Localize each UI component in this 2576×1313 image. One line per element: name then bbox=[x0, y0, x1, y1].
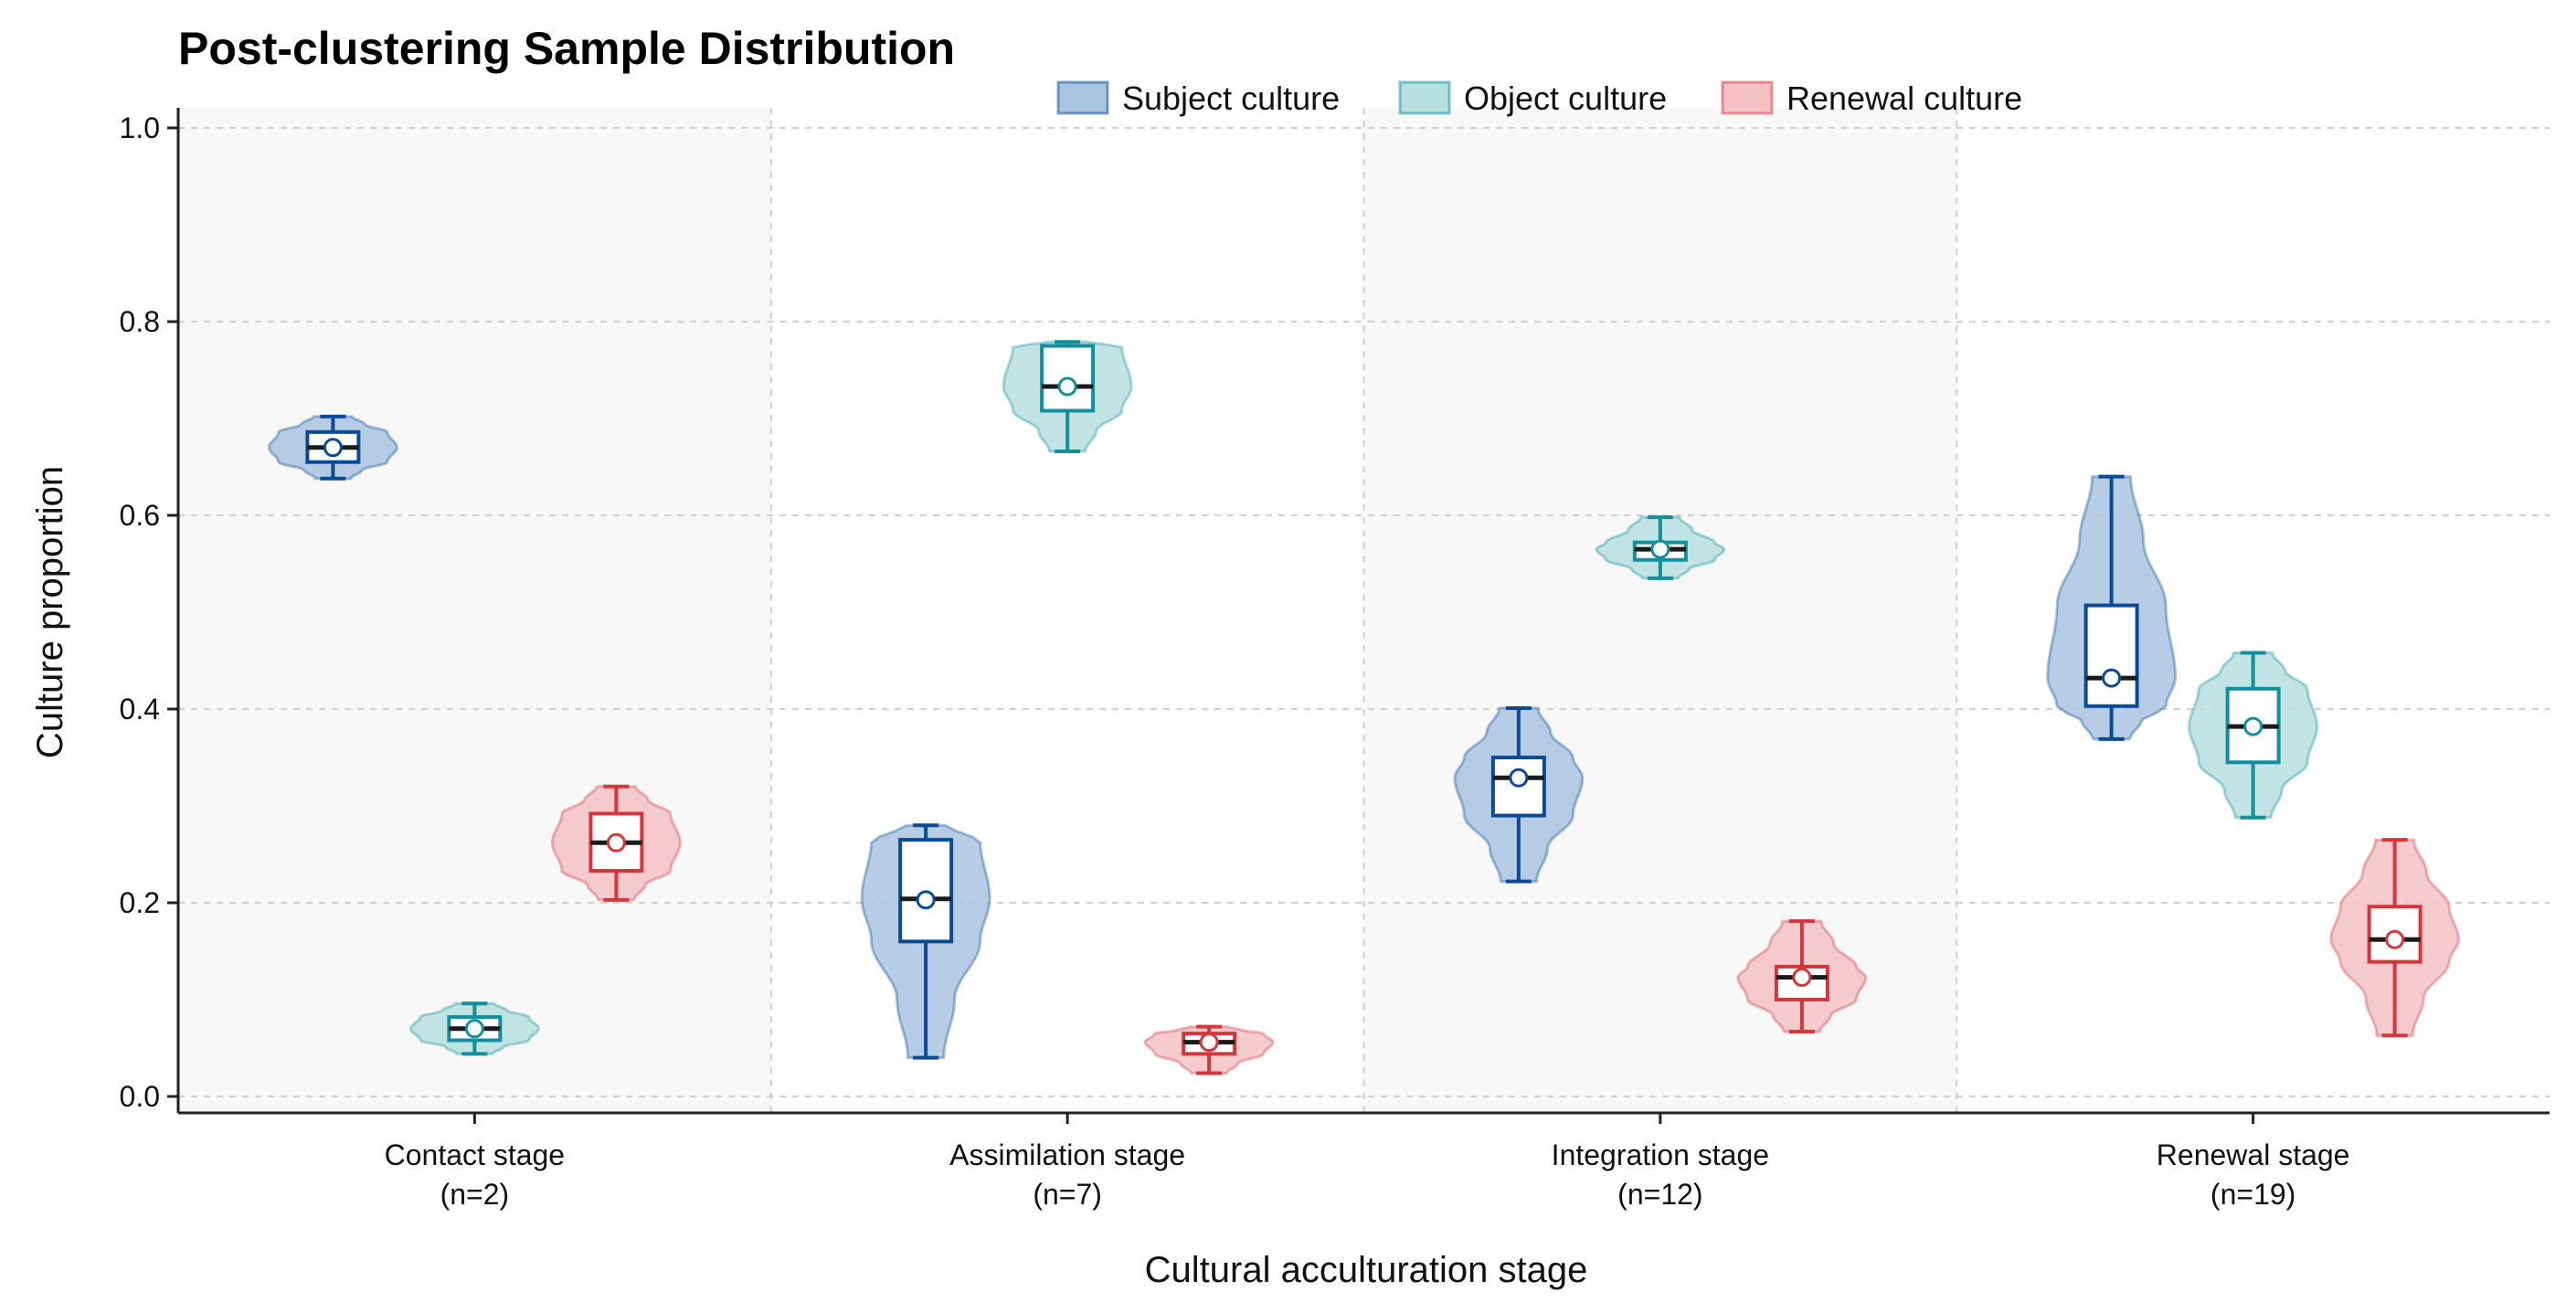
boxplot-renewal-culture bbox=[1774, 919, 1829, 1033]
boxplot-subject-culture bbox=[2083, 474, 2139, 741]
boxplot-renewal-culture bbox=[1182, 1024, 1237, 1075]
mean-marker bbox=[1057, 376, 1077, 397]
box-iqr bbox=[2083, 603, 2139, 708]
y-tick-label: 0.2 bbox=[120, 886, 160, 919]
tick-labels: 0.0 0.2 0.4 0.6 0.8 1.0 Contact stage (n=2) Assi… bbox=[120, 111, 2350, 1211]
x-tick-sample-size: (n=7) bbox=[1033, 1178, 1102, 1211]
stage-background-bands bbox=[178, 108, 1957, 1113]
chart-title: Post-clustering Sample Distribution bbox=[178, 23, 955, 74]
x-tick-sample-size: (n=12) bbox=[1617, 1178, 1702, 1211]
mean-marker bbox=[1509, 768, 1529, 788]
y-tick-label: 1.0 bbox=[120, 111, 160, 144]
x-tick-label: Integration stage bbox=[1552, 1138, 1769, 1171]
legend-swatch bbox=[1056, 80, 1109, 115]
y-tick-label: 0.4 bbox=[120, 693, 160, 725]
y-tick-label: 0.8 bbox=[120, 305, 160, 338]
axes bbox=[176, 108, 2549, 1115]
box-layer bbox=[305, 340, 2422, 1075]
mean-marker bbox=[1792, 968, 1812, 988]
boxplot-renewal-culture bbox=[2367, 838, 2422, 1038]
legend: Subject culture Object culture Renewal cul… bbox=[1056, 79, 2022, 117]
x-tick-label: Assimilation stage bbox=[949, 1138, 1185, 1171]
box-iqr bbox=[1490, 756, 1546, 818]
mean-marker bbox=[916, 890, 936, 910]
mean-marker bbox=[2385, 929, 2405, 949]
y-axis-label: Culture proportion bbox=[30, 466, 70, 758]
legend-label: Subject culture bbox=[1122, 79, 1340, 117]
legend-label: Object culture bbox=[1464, 79, 1667, 117]
boxplot-subject-culture bbox=[1490, 705, 1546, 884]
x-tick-label: Contact stage bbox=[385, 1138, 565, 1171]
y-tick-label: 0.6 bbox=[120, 499, 160, 532]
boxplot-object-culture bbox=[2225, 651, 2281, 820]
stage-band bbox=[178, 108, 771, 1113]
boxplot-renewal-culture bbox=[588, 784, 644, 902]
boxplot-subject-culture bbox=[305, 414, 361, 481]
stage-band bbox=[1363, 108, 1957, 1113]
boxplot-object-culture bbox=[447, 1001, 503, 1056]
y-tick-label: 0.0 bbox=[120, 1080, 160, 1113]
mean-marker bbox=[1650, 539, 1670, 559]
mean-marker bbox=[323, 438, 343, 458]
mean-marker bbox=[2102, 668, 2122, 688]
legend-swatch bbox=[1398, 80, 1451, 115]
boxplot-object-culture bbox=[1040, 340, 1096, 454]
mean-marker bbox=[1199, 1032, 1219, 1053]
x-axis-label: Cultural acculturation stage bbox=[1145, 1250, 1588, 1290]
boxplot-subject-culture bbox=[898, 823, 954, 1060]
x-tick-sample-size: (n=19) bbox=[2210, 1178, 2295, 1211]
legend-label: Renewal culture bbox=[1786, 79, 2022, 117]
legend-swatch bbox=[1721, 80, 1774, 115]
mean-marker bbox=[606, 832, 626, 852]
x-tick-sample-size: (n=2) bbox=[440, 1178, 510, 1211]
mean-marker bbox=[2243, 716, 2263, 736]
mean-marker bbox=[464, 1019, 484, 1039]
boxplot-object-culture bbox=[1632, 515, 1688, 580]
x-tick-label: Renewal stage bbox=[2157, 1138, 2350, 1171]
